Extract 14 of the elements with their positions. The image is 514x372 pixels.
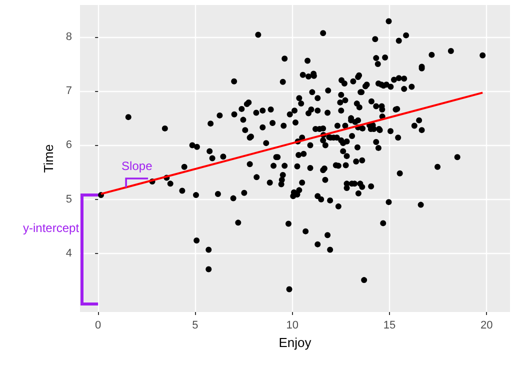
x-tick-label: 5 bbox=[192, 320, 198, 332]
y-tick-label: 7 bbox=[66, 85, 72, 98]
annotation: y-intercept bbox=[23, 221, 80, 236]
y-tick-label: 4 bbox=[66, 248, 72, 260]
x-axis-title: Enjoy bbox=[278, 335, 312, 350]
y-tick-label: 5 bbox=[66, 193, 72, 206]
y-tick-label: 6 bbox=[66, 139, 72, 152]
annotation: Slope bbox=[122, 159, 152, 174]
x-tick-label: 0 bbox=[95, 320, 102, 332]
x-tick-label: 20 bbox=[480, 320, 493, 332]
y-axis-title: Time bbox=[40, 144, 56, 173]
x-tick-label: 10 bbox=[286, 320, 298, 332]
x-tick-label: 15 bbox=[383, 320, 396, 332]
y-tick-label: 8 bbox=[66, 30, 72, 43]
